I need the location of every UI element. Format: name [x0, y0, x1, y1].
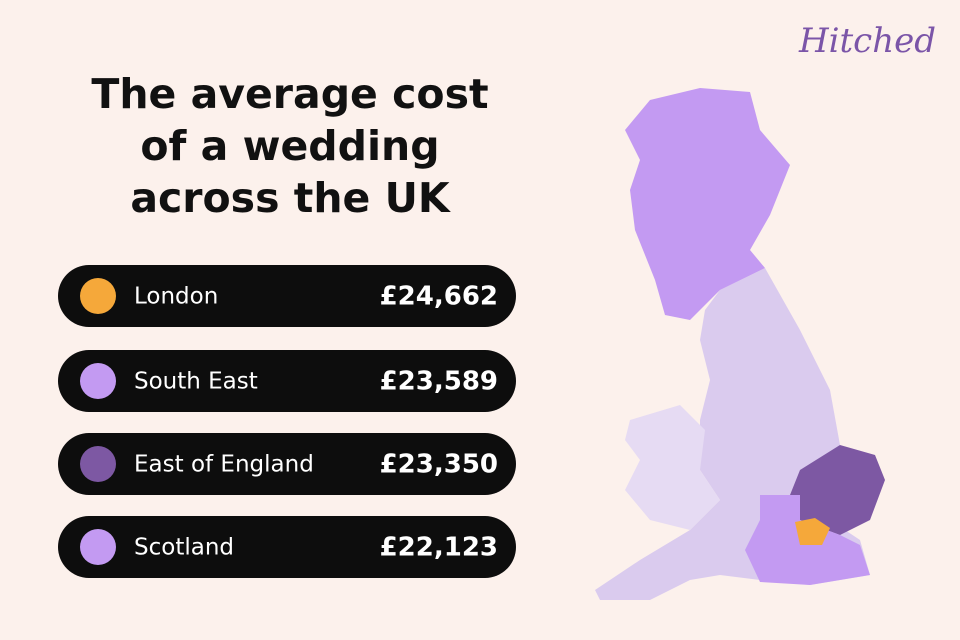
- row-swatch: [80, 446, 116, 482]
- legend-row: London £24,662: [58, 265, 516, 327]
- title-line: across the UK: [130, 174, 452, 222]
- row-pill: [58, 350, 516, 412]
- row-value: £24,662: [380, 282, 498, 312]
- title-line: The average cost: [91, 70, 488, 118]
- row-label: Scotland: [134, 535, 234, 561]
- brand-logo: Hitched: [798, 21, 936, 61]
- row-label: South East: [134, 369, 258, 395]
- row-swatch: [80, 278, 116, 314]
- row-swatch: [80, 529, 116, 565]
- row-label: London: [134, 284, 218, 310]
- map-london: [795, 518, 830, 545]
- row-pill: [58, 433, 516, 495]
- row-swatch: [80, 363, 116, 399]
- title-line: of a wedding: [140, 122, 439, 170]
- row-value: £23,350: [380, 450, 498, 480]
- legend-list: London £24,662 South East £23,589 East of En…: [58, 265, 516, 578]
- map-scotland: [625, 88, 790, 320]
- row-value: £22,123: [380, 533, 498, 563]
- map-east-of-england: [790, 445, 885, 535]
- row-label: East of England: [134, 452, 314, 478]
- legend-row: East of England £23,350: [58, 433, 516, 495]
- legend-row: Scotland £22,123: [58, 516, 516, 578]
- legend-row: South East £23,589: [58, 350, 516, 412]
- uk-map: [595, 88, 885, 600]
- map-wales: [625, 405, 720, 530]
- row-pill: [58, 265, 516, 327]
- row-value: £23,589: [380, 367, 498, 397]
- row-pill: [58, 516, 516, 578]
